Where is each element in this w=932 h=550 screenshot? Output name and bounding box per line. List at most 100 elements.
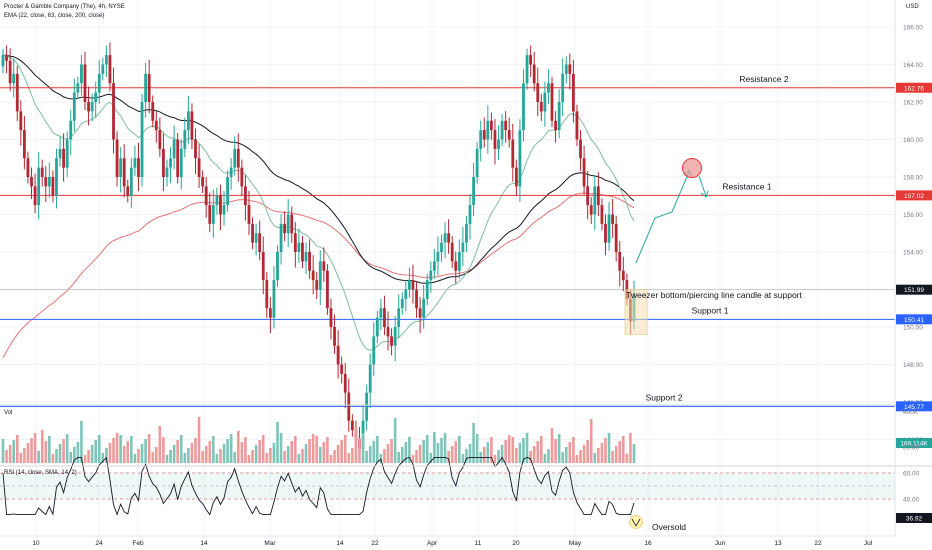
candle-body [33, 186, 37, 206]
volume-bar [112, 438, 115, 463]
volume-bar [279, 433, 283, 463]
volume-bar [286, 446, 290, 463]
volume-bar [329, 455, 333, 463]
volume-bar [379, 454, 383, 463]
rsi-tick-label: 80.00 [903, 445, 920, 452]
ema22-line [2, 54, 635, 351]
volume-bar [23, 448, 26, 463]
ema200-layer [2, 192, 635, 358]
candle-body [80, 64, 83, 84]
level-label: Support 2 [646, 392, 683, 402]
x-tick-label: 20 [512, 540, 520, 547]
volume-bar [151, 452, 155, 463]
candles [1, 42, 636, 463]
volume-bar [97, 435, 101, 463]
candle-body [190, 111, 194, 140]
volume-bar [618, 441, 622, 463]
volume-bar [315, 436, 319, 463]
ema22-layer [2, 54, 635, 351]
volume-bar [554, 439, 557, 463]
volume-bar [140, 444, 144, 463]
candle-body [607, 214, 611, 243]
candle-body [575, 111, 579, 140]
price-levels: Resistance 2 Resistance 1 Support 1 Support… [0, 74, 895, 407]
volume-bar [490, 437, 493, 463]
annotations: Tweezer bottom/piercing line candle at s… [624, 158, 803, 335]
volume-bar [604, 438, 607, 463]
volume-bar [55, 449, 58, 463]
y-tick-label: 166.00 [903, 25, 923, 32]
candle-body [482, 130, 486, 140]
volume-bar [368, 446, 372, 463]
volume-bar [593, 453, 597, 463]
candle-body [154, 120, 158, 131]
candle-body [343, 373, 347, 393]
volume-bar [44, 441, 48, 463]
level-price-tag [896, 401, 932, 412]
volume-bar [69, 452, 73, 463]
oversold-marker [629, 515, 643, 529]
candle-body [326, 270, 329, 309]
volume-bar [561, 452, 565, 463]
volume-bar [411, 455, 415, 463]
annotation-text: Tweezer bottom/piercing line candle at s… [626, 290, 802, 300]
candle-body [15, 73, 19, 112]
candle-body [19, 111, 23, 131]
volume-bar [622, 436, 625, 463]
volume-bar [197, 417, 201, 463]
volume-bar [30, 438, 33, 463]
candle-body [408, 280, 411, 290]
candle-body [450, 242, 454, 262]
candle-body [457, 252, 461, 271]
candle-body [614, 223, 618, 252]
candle-body [600, 205, 604, 224]
candle-body [472, 177, 475, 206]
volume-bar [400, 447, 404, 463]
candle-body [76, 83, 80, 93]
candle-body [365, 392, 369, 421]
rsi-line [2, 456, 635, 516]
volume-bar [568, 442, 572, 463]
candle-body [258, 233, 262, 252]
volume-bar [472, 423, 475, 463]
oversold-check [631, 518, 641, 527]
candle-body [268, 308, 272, 318]
volume-bar [40, 430, 44, 463]
volume-bar [194, 438, 197, 463]
volume-bar [607, 433, 611, 463]
x-tick-label: 16 [644, 540, 652, 547]
candle-body [265, 280, 269, 309]
candle-body [283, 223, 287, 234]
volume-bar [1, 439, 5, 463]
volume-bar [62, 439, 65, 463]
candle-body [514, 167, 518, 187]
candle-body [465, 223, 468, 243]
volume-bar [322, 442, 326, 463]
candle-body [347, 392, 351, 421]
level-price-label: 145.77 [904, 404, 924, 411]
candle-body [561, 73, 565, 102]
candle-body [211, 205, 215, 224]
x-tick-label: May [569, 540, 582, 547]
volume-bar [582, 445, 586, 463]
volume-bar [8, 445, 12, 463]
candle-body [297, 242, 301, 252]
candle-body [550, 83, 554, 121]
x-tick-label: 14 [336, 540, 344, 547]
candle-body [51, 177, 55, 196]
candle-body [72, 92, 76, 121]
volume-bar [629, 433, 632, 463]
volume-bar [557, 434, 561, 463]
candle-body [586, 186, 590, 206]
level-label: Resistance 1 [722, 181, 771, 191]
candle-body [571, 73, 575, 112]
volume-bar [311, 434, 315, 463]
candle-body [254, 233, 258, 243]
ema63-line [2, 54, 635, 284]
volume-bar [447, 451, 450, 463]
volume-bar [440, 438, 443, 463]
candle-body [432, 261, 436, 271]
volume-bar [5, 450, 8, 463]
candle-body [536, 83, 540, 102]
